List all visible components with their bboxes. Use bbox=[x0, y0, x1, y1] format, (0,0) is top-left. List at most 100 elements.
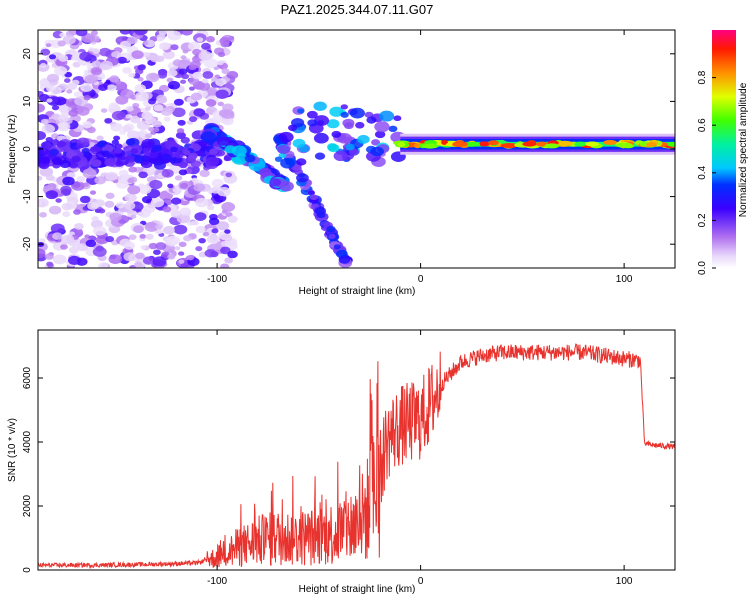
transition-blob bbox=[340, 111, 349, 118]
noise-blob bbox=[148, 127, 155, 132]
colorbar: 0.0 0.2 0.4 0.6 0.8 Normalized spectral ampl… bbox=[697, 30, 749, 275]
main-tone-peak bbox=[488, 140, 499, 146]
noise-blob bbox=[224, 229, 231, 234]
x-tick-label: 100 bbox=[616, 274, 633, 285]
noise-blob bbox=[45, 43, 52, 48]
noise-blob bbox=[128, 166, 138, 173]
transition-blob bbox=[349, 107, 365, 119]
noise-blob bbox=[182, 49, 189, 54]
noise-blob bbox=[87, 201, 99, 210]
noise-blob bbox=[176, 213, 191, 224]
x-tick-label: 0 bbox=[418, 274, 424, 285]
noise-blob bbox=[127, 178, 135, 184]
y-tick-label: -20 bbox=[22, 237, 33, 252]
noise-blob bbox=[210, 186, 221, 194]
noise-band-blob bbox=[188, 152, 198, 159]
noise-band-blob bbox=[57, 140, 67, 148]
noise-blob bbox=[109, 75, 120, 83]
noise-blob bbox=[111, 51, 122, 59]
transition-blob bbox=[278, 131, 294, 143]
noise-blob bbox=[157, 71, 168, 79]
noise-blob bbox=[144, 106, 151, 111]
y-tick-label: 2000 bbox=[22, 494, 33, 517]
branch-2-blob bbox=[338, 255, 351, 264]
noise-blob bbox=[79, 195, 91, 204]
spectrogram-marks bbox=[38, 30, 675, 268]
noise-blob bbox=[76, 228, 83, 234]
snr-marks bbox=[38, 343, 675, 570]
noise-blob bbox=[137, 64, 146, 71]
noise-blob bbox=[167, 80, 181, 90]
noise-blob bbox=[135, 91, 149, 102]
noise-band-blob bbox=[170, 146, 178, 153]
noise-blob bbox=[224, 237, 238, 247]
noise-blob bbox=[141, 111, 153, 120]
noise-band-blob bbox=[75, 143, 84, 149]
noise-blob bbox=[96, 135, 104, 141]
noise-blob bbox=[109, 212, 122, 222]
noise-blob bbox=[62, 35, 76, 45]
transition-blob bbox=[370, 146, 384, 157]
noise-blob bbox=[59, 32, 66, 38]
noise-blob bbox=[193, 183, 206, 192]
transition-blob bbox=[307, 119, 318, 127]
noise-blob bbox=[144, 221, 159, 232]
noise-blob bbox=[89, 190, 97, 195]
noise-blob bbox=[130, 214, 137, 219]
noise-blob bbox=[153, 104, 164, 112]
noise-blob bbox=[123, 252, 136, 262]
noise-blob bbox=[105, 235, 114, 243]
branch-1-blob bbox=[279, 181, 294, 192]
noise-blob bbox=[88, 47, 95, 52]
noise-blob bbox=[186, 255, 194, 261]
noise-blob bbox=[98, 84, 108, 91]
noise-blob bbox=[195, 246, 203, 252]
noise-blob bbox=[152, 256, 167, 267]
noise-blob bbox=[198, 50, 213, 61]
noise-blob bbox=[156, 94, 167, 103]
noise-blob bbox=[51, 105, 60, 111]
main-tone-peak bbox=[479, 141, 490, 147]
branch-1-blob bbox=[224, 145, 237, 154]
noise-blob bbox=[46, 73, 60, 83]
noise-blob bbox=[167, 253, 176, 260]
noise-band-blob bbox=[49, 148, 59, 156]
y-tick-label: -10 bbox=[22, 189, 33, 204]
transition-blob bbox=[313, 132, 329, 144]
noise-blob bbox=[180, 30, 193, 36]
noise-blob bbox=[217, 51, 226, 58]
noise-blob bbox=[206, 204, 215, 211]
noise-blob bbox=[178, 68, 188, 75]
noise-band-blob bbox=[90, 159, 102, 168]
noise-blob bbox=[191, 177, 199, 183]
noise-blob bbox=[38, 176, 43, 181]
noise-blob bbox=[191, 220, 199, 226]
noise-blob bbox=[215, 89, 229, 99]
noise-blob bbox=[227, 250, 238, 259]
chart-title: PAZ1.2025.344.07.11.G07 bbox=[281, 2, 434, 17]
noise-blob bbox=[54, 66, 68, 76]
branch-2-blob bbox=[296, 173, 309, 183]
noise-blob bbox=[41, 124, 56, 134]
noise-blob bbox=[57, 40, 66, 47]
colorbar-tick-label: 0.6 bbox=[697, 118, 708, 132]
noise-band-blob bbox=[59, 160, 71, 169]
transition-blob bbox=[313, 115, 330, 126]
noise-blob bbox=[131, 50, 144, 59]
noise-blob bbox=[217, 186, 231, 197]
noise-blob bbox=[195, 197, 209, 208]
noise-blob bbox=[188, 116, 198, 123]
noise-blob bbox=[202, 71, 214, 79]
transition-blob bbox=[288, 124, 298, 132]
branch-1-blob bbox=[244, 154, 256, 163]
noise-blob bbox=[161, 43, 170, 50]
transition-blob bbox=[333, 150, 348, 162]
noise-blob bbox=[142, 256, 155, 265]
noise-band-blob bbox=[81, 147, 91, 154]
snr-x-ticks: -100 0 100 bbox=[207, 330, 633, 587]
noise-blob bbox=[150, 55, 160, 63]
noise-blob bbox=[178, 259, 185, 264]
noise-blob bbox=[105, 171, 118, 181]
noise-blob bbox=[100, 60, 113, 70]
